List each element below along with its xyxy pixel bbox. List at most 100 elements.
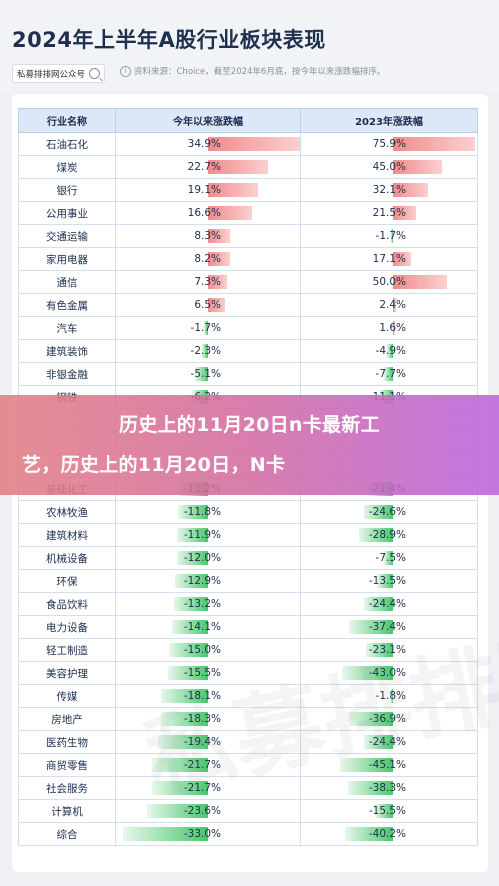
ytd-value-label: 8.2% — [194, 253, 221, 265]
sector-name: 美容护理 — [18, 661, 116, 685]
ytd-bar — [177, 528, 208, 542]
y2023-bar — [393, 137, 475, 151]
y2023-bar — [393, 298, 396, 312]
table-row: 非银金融 -5.1% -7.7% — [18, 362, 478, 386]
y2023-value-label: 75.9% — [372, 138, 406, 150]
sector-name: 农林牧渔 — [18, 500, 116, 524]
ytd-cell: -11.8% — [115, 500, 301, 524]
ytd-value-label: -21.7% — [183, 759, 221, 771]
y2023-value-label: -1.8% — [375, 690, 406, 702]
ytd-value-label: 8.3% — [194, 230, 221, 242]
ytd-bar — [177, 505, 208, 519]
brand-search-box[interactable]: 私募排排网公众号 — [12, 64, 106, 83]
table-row: 建筑装饰 -2.3% -4.9% — [18, 339, 478, 363]
y2023-value-label: -24.6% — [368, 506, 406, 518]
y2023-cell: -24.4% — [300, 592, 478, 616]
y2023-cell: -43.0% — [300, 661, 478, 685]
y2023-value-label: -23.1% — [368, 644, 406, 656]
sector-name: 有色金属 — [18, 293, 116, 317]
table-row: 医药生物 -19.4% -24.4% — [18, 730, 478, 754]
ytd-cell: -18.1% — [115, 684, 301, 708]
ytd-bar — [208, 229, 230, 243]
ytd-value-label: -23.6% — [183, 805, 221, 817]
search-icon[interactable] — [89, 68, 101, 79]
y2023-bar — [339, 758, 393, 772]
ytd-cell: -15.5% — [115, 661, 301, 685]
ytd-value-label: 6.5% — [194, 299, 221, 311]
y2023-bar — [390, 689, 393, 703]
ytd-value-label: 19.1% — [187, 184, 221, 196]
table-row: 房地产 -18.3% -36.9% — [18, 707, 478, 731]
y2023-value-label: 1.6% — [379, 322, 406, 334]
ytd-bar — [169, 643, 208, 657]
y2023-cell: -24.6% — [300, 500, 478, 524]
y2023-cell: 75.9% — [300, 132, 478, 156]
y2023-value-label: 32.1% — [372, 184, 406, 196]
y2023-value-label: -24.4% — [368, 598, 406, 610]
ytd-value-label: 16.6% — [187, 207, 221, 219]
y2023-bar — [348, 620, 393, 634]
ytd-value-label: -21.7% — [183, 782, 221, 794]
sector-name: 医药生物 — [18, 730, 116, 754]
ytd-bar — [177, 551, 208, 565]
y2023-value-label: -13.5% — [368, 575, 406, 587]
y2023-cell: -36.9% — [300, 707, 478, 731]
y2023-value-label: -28.9% — [368, 529, 406, 541]
ytd-cell: -23.6% — [115, 799, 301, 823]
y2023-bar — [349, 712, 393, 726]
ytd-cell: -13.2% — [115, 592, 301, 616]
ytd-bar — [147, 804, 208, 818]
ytd-cell: -12.9% — [115, 569, 301, 593]
y2023-value-label: 45.0% — [372, 161, 406, 173]
y2023-cell: -4.9% — [300, 339, 478, 363]
sector-name: 汽车 — [18, 316, 116, 340]
y2023-value-label: -7.5% — [375, 552, 406, 564]
sector-name: 建筑装饰 — [18, 339, 116, 363]
ytd-bar — [171, 620, 208, 634]
y2023-cell: 2.4% — [300, 293, 478, 317]
table-header-row: 行业名称 今年以来涨跌幅 2023年涨跌幅 — [18, 108, 478, 133]
ytd-cell: -21.7% — [115, 753, 301, 777]
sector-name: 商贸零售 — [18, 753, 116, 777]
ytd-value-label: -12.9% — [183, 575, 221, 587]
sector-name: 银行 — [18, 178, 116, 202]
sector-name: 家用电器 — [18, 247, 116, 271]
ytd-cell: -14.1% — [115, 615, 301, 639]
y2023-value-label: -24.4% — [368, 736, 406, 748]
sector-name: 建筑材料 — [18, 523, 116, 547]
ytd-value-label: -11.8% — [183, 506, 221, 518]
table-row: 计算机 -23.6% -15.5% — [18, 799, 478, 823]
y2023-cell: -23.1% — [300, 638, 478, 662]
table-row: 家用电器 8.2% 17.1% — [18, 247, 478, 271]
ytd-cell: -5.1% — [115, 362, 301, 386]
table-row: 食品饮料 -13.2% -24.4% — [18, 592, 478, 616]
ytd-bar — [208, 206, 252, 220]
ytd-bar — [208, 275, 228, 289]
ytd-bar — [208, 137, 300, 151]
y2023-cell: -1.8% — [300, 684, 478, 708]
sector-name: 社会服务 — [18, 776, 116, 800]
y2023-bar — [345, 827, 393, 841]
sector-name: 煤炭 — [18, 155, 116, 179]
ytd-bar — [152, 758, 208, 772]
ytd-bar — [208, 160, 268, 174]
y2023-cell: -45.1% — [300, 753, 478, 777]
ytd-bar — [208, 252, 230, 266]
ytd-bar — [123, 827, 208, 841]
y2023-value-label: -43.0% — [368, 667, 406, 679]
sector-name: 计算机 — [18, 799, 116, 823]
y2023-value-label: 21.5% — [372, 207, 406, 219]
y2023-cell: -1.7% — [300, 224, 478, 248]
y2023-value-label: -15.5% — [368, 805, 406, 817]
ytd-cell: 8.3% — [115, 224, 301, 248]
ytd-value-label: 22.7% — [187, 161, 221, 173]
y2023-bar — [393, 321, 395, 335]
y2023-value-label: -45.1% — [368, 759, 406, 771]
ytd-value-label: -11.9% — [183, 529, 221, 541]
ytd-value-label: -13.2% — [183, 598, 221, 610]
sector-name: 传媒 — [18, 684, 116, 708]
sector-name: 石油石化 — [18, 132, 116, 156]
y2023-cell: -13.5% — [300, 569, 478, 593]
ytd-cell: -19.4% — [115, 730, 301, 754]
y2023-cell: -7.5% — [300, 546, 478, 570]
